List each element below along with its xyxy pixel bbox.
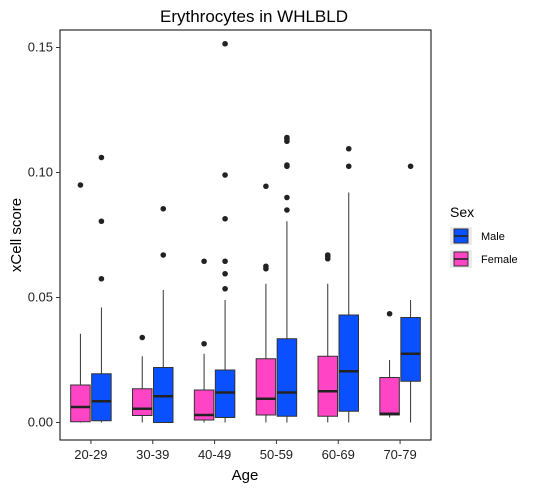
box-female-30-39 <box>132 334 153 423</box>
iqr-box <box>193 389 215 421</box>
box-male-70-79 <box>400 163 421 423</box>
outlier-point <box>284 194 290 201</box>
legend-title: Sex <box>450 204 474 220</box>
box-female-70-79 <box>379 310 400 418</box>
outlier-point <box>324 252 331 258</box>
legend: Sex Male Female <box>450 204 518 268</box>
box-male-50-59 <box>276 134 298 423</box>
outlier-point <box>160 205 167 212</box>
outlier-point <box>284 162 290 168</box>
outlier-point <box>222 270 228 277</box>
x-tick-label: 20-29 <box>74 447 107 462</box>
x-axis: 20-29 30-39 40-49 50-59 60-69 70-79 <box>74 440 417 462</box>
box-male-20-29 <box>91 154 112 423</box>
outlier-point <box>222 172 228 178</box>
outlier-point <box>98 218 105 225</box>
box-female-60-69 <box>317 252 338 423</box>
chart-title: Erythrocytes in WHLBLD <box>160 7 348 26</box>
x-tick-label: 70-79 <box>383 447 416 462</box>
outlier-point <box>98 275 105 282</box>
outlier-point <box>345 145 352 152</box>
outlier-point <box>386 310 393 317</box>
y-tick-label: 0.10 <box>28 165 53 180</box>
iqr-box <box>379 377 400 416</box>
box-female-50-59 <box>255 183 277 423</box>
y-tick-label: 0.00 <box>28 415 53 430</box>
outlier-point <box>222 285 228 292</box>
outlier-point <box>263 183 269 190</box>
legend-label-male: Male <box>481 231 505 243</box>
outlier-point <box>284 207 290 213</box>
outlier-point <box>77 182 84 188</box>
plot-panel <box>59 29 432 441</box>
box-male-60-69 <box>338 145 359 423</box>
outlier-point <box>345 163 352 170</box>
iqr-box <box>255 358 277 416</box>
outlier-point <box>222 215 228 222</box>
x-tick-label: 40-49 <box>198 447 231 462</box>
y-tick-label: 0.05 <box>28 290 53 305</box>
y-axis: 0.00 0.05 0.10 0.15 <box>28 40 60 430</box>
outlier-point <box>201 258 207 265</box>
iqr-box <box>338 314 359 412</box>
x-axis-title: Age <box>232 467 259 484</box>
x-tick-label: 60-69 <box>322 447 355 462</box>
box-female-20-29 <box>70 182 91 423</box>
iqr-box <box>276 338 298 417</box>
iqr-box <box>70 384 91 423</box>
outlier-point <box>222 40 228 47</box>
y-tick-label: 0.15 <box>28 40 53 55</box>
x-tick-label: 30-39 <box>136 447 169 462</box>
outlier-point <box>201 340 207 347</box>
box-female-40-49 <box>193 258 215 423</box>
legend-label-female: Female <box>481 254 518 266</box>
box-male-30-39 <box>153 205 174 423</box>
outlier-point <box>222 258 228 265</box>
outlier-point <box>98 154 105 161</box>
iqr-box <box>317 355 338 417</box>
iqr-box <box>91 373 112 422</box>
box-layer <box>70 40 421 423</box>
outlier-point <box>160 252 167 258</box>
box-male-40-49 <box>214 40 236 423</box>
y-axis-title: xCell score <box>8 198 25 272</box>
x-tick-label: 50-59 <box>260 447 293 462</box>
iqr-box <box>400 317 421 382</box>
outlier-point <box>284 134 290 141</box>
outlier-point <box>263 263 269 270</box>
outlier-point <box>139 334 146 341</box>
iqr-box <box>132 388 153 416</box>
outlier-point <box>407 163 414 170</box>
